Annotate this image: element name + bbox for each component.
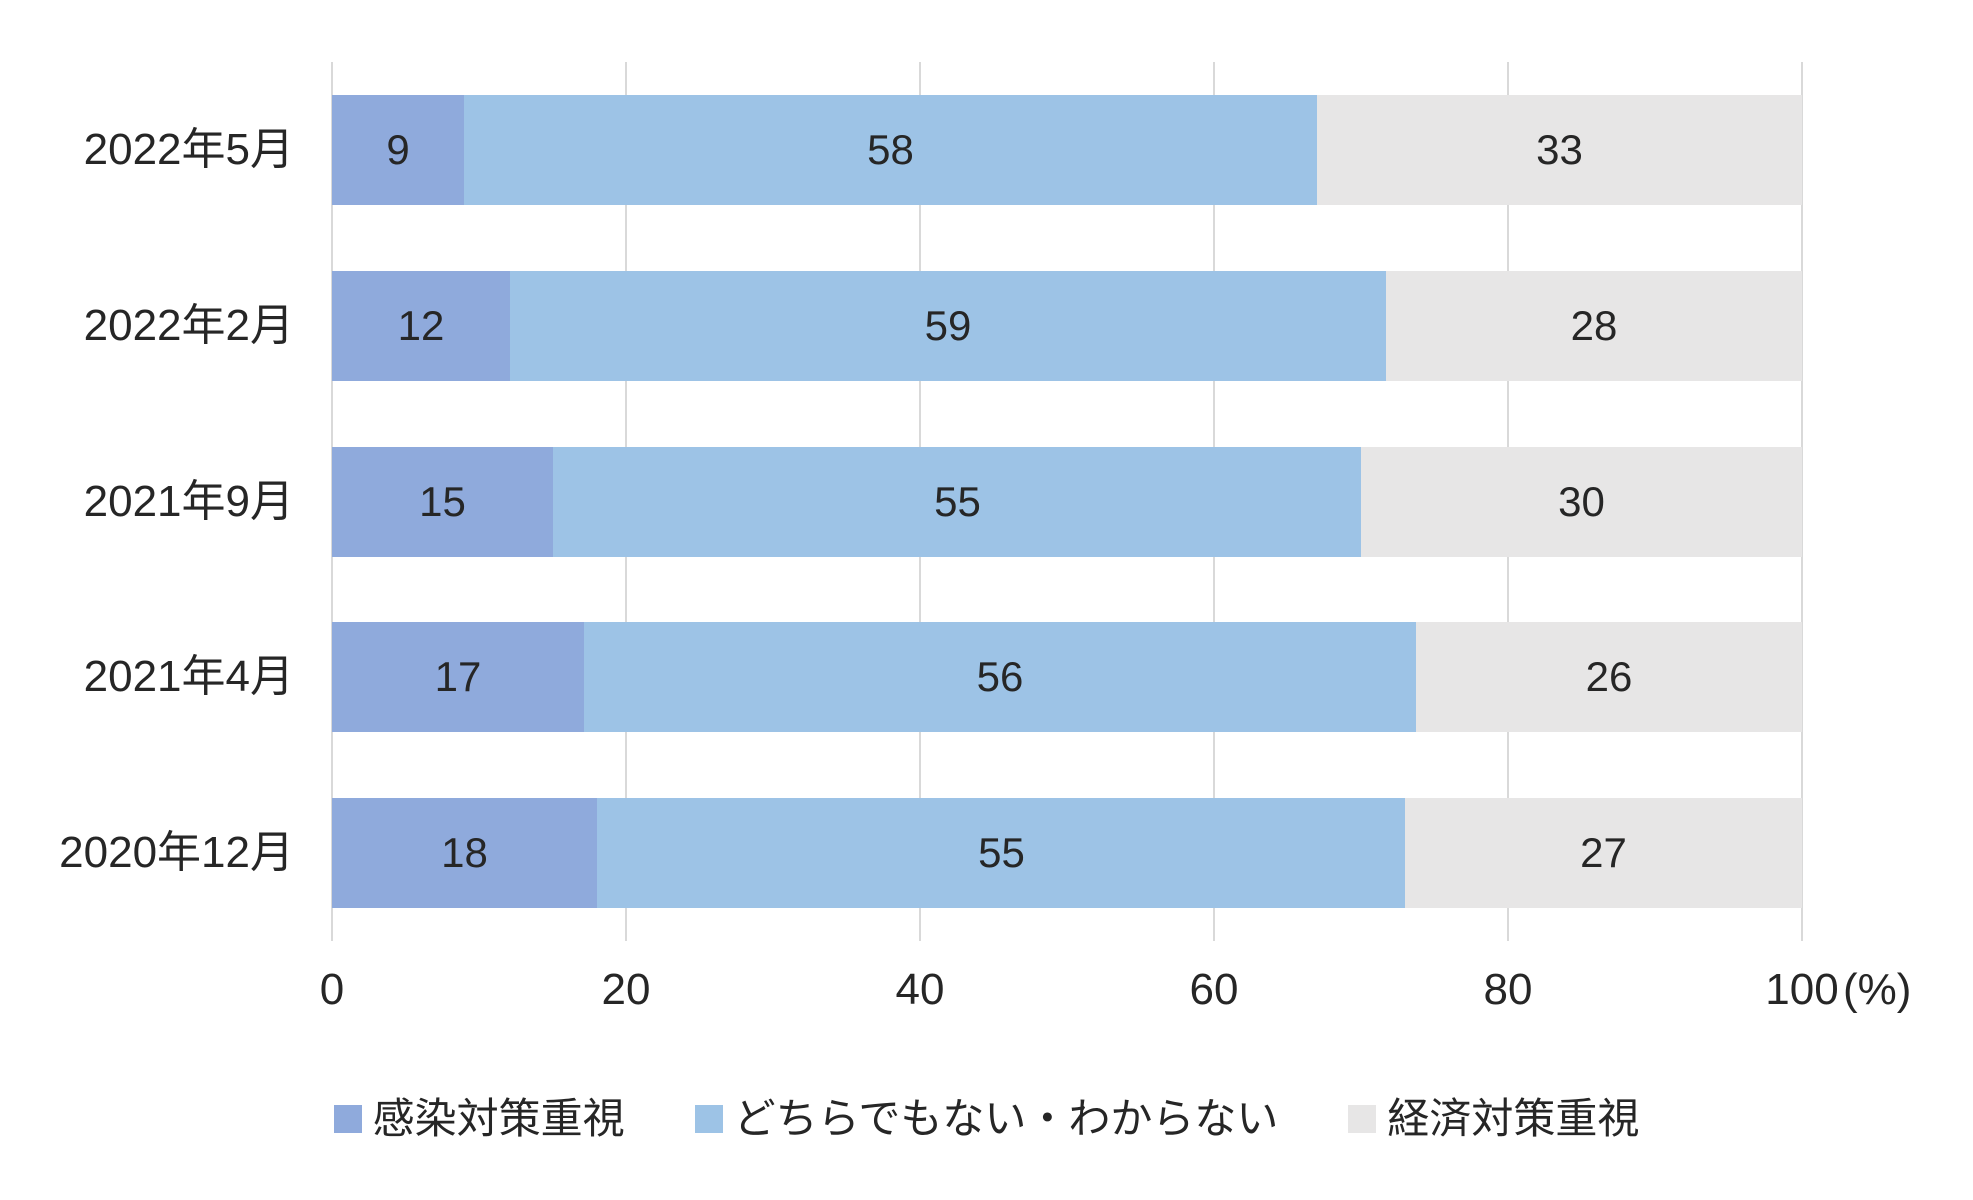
- bar-segment-1: 18: [332, 798, 597, 908]
- bar-segment-2: 55: [597, 798, 1406, 908]
- data-label: 56: [976, 653, 1024, 700]
- category-label: 2020年12月: [59, 828, 294, 877]
- bar-segment-2: 55: [553, 447, 1362, 557]
- bar-segment-2: 56: [584, 622, 1416, 732]
- data-label: 27: [1580, 829, 1627, 876]
- bar-segment-3: 26: [1416, 622, 1802, 732]
- data-label: 17: [434, 653, 482, 700]
- data-label: 58: [867, 126, 914, 173]
- bar-segment-1: 9: [332, 95, 464, 205]
- legend-item-3: 経済対策重視: [1348, 1098, 1639, 1140]
- x-axis-unit-label: (%): [1843, 965, 1912, 1014]
- bar-segment-3: 28: [1386, 271, 1802, 381]
- x-tick-label: 0: [319, 965, 345, 1014]
- legend-swatch-icon: [333, 1105, 362, 1133]
- legend-label: 経済対策重視: [1387, 1095, 1640, 1142]
- data-label: 18: [441, 829, 488, 876]
- data-label: 15: [419, 478, 466, 525]
- category-label: 2022年5月: [83, 125, 294, 174]
- data-label: 9: [386, 126, 410, 173]
- data-label: 55: [934, 478, 981, 525]
- data-label: 28: [1570, 302, 1618, 349]
- legend-item-2: どちらでもない・わからない: [694, 1095, 1279, 1142]
- data-label: 59: [924, 302, 972, 349]
- legend-label: 感染対策重視: [372, 1095, 625, 1142]
- bar-segment-3: 30: [1361, 447, 1802, 557]
- data-label: 55: [978, 829, 1025, 876]
- data-label: 12: [397, 302, 445, 349]
- category-label: 2021年9月: [83, 477, 294, 526]
- x-tick-label: 80: [1483, 965, 1533, 1014]
- x-tick-label: 60: [1189, 965, 1239, 1014]
- legend-swatch-icon: [694, 1105, 723, 1133]
- x-tick-label: 40: [895, 965, 945, 1014]
- legend-item-1: 感染対策重視: [333, 1095, 625, 1142]
- category-label: 2021年4月: [83, 652, 294, 701]
- data-label: 30: [1558, 478, 1605, 525]
- bar-segment-1: 17: [332, 622, 584, 732]
- category-label: 2022年2月: [83, 301, 294, 350]
- legend: 感染対策重視 どちらでもない・わからない 経済対策重視: [0, 1098, 1973, 1140]
- bar-segment-3: 33: [1317, 95, 1802, 205]
- bar-segment-1: 12: [332, 271, 510, 381]
- data-label: 26: [1585, 653, 1633, 700]
- bar-segment-1: 15: [332, 447, 553, 557]
- bar-segment-2: 59: [510, 271, 1386, 381]
- legend-label: どちらでもない・わからない: [733, 1095, 1279, 1142]
- legend-swatch-icon: [1348, 1105, 1377, 1133]
- bar-segment-3: 27: [1405, 798, 1802, 908]
- x-tick-label: 100: [1765, 965, 1839, 1014]
- data-label: 33: [1536, 126, 1583, 173]
- x-tick-label: 20: [601, 965, 651, 1014]
- bar-segment-2: 58: [464, 95, 1317, 205]
- gridline: [1801, 62, 1803, 941]
